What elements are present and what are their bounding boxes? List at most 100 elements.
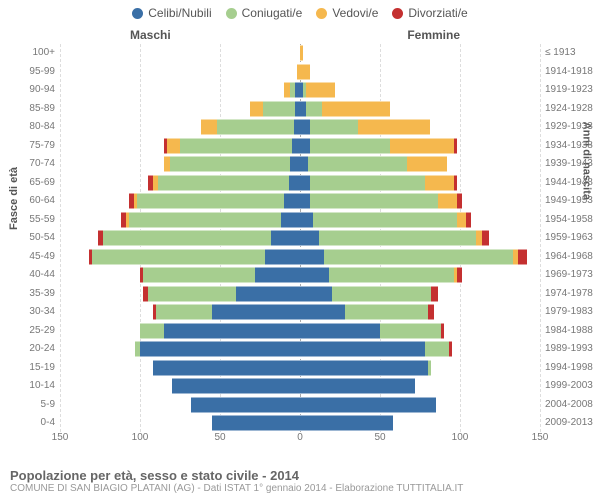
segment — [300, 415, 393, 431]
segment — [457, 267, 462, 283]
segment — [300, 304, 345, 320]
segment — [300, 64, 310, 80]
age-label: 50-54 — [10, 229, 55, 248]
segment — [250, 101, 263, 117]
x-tick-label: 0 — [297, 432, 303, 443]
bar-male — [153, 360, 300, 376]
pyramid-row: 100+≤ 1913 — [60, 44, 540, 63]
bar-female — [300, 304, 434, 320]
bar-female — [300, 230, 489, 246]
birth-year-label: 1924-1928 — [545, 100, 600, 119]
segment — [284, 193, 300, 209]
segment — [518, 249, 528, 265]
segment — [431, 286, 437, 302]
bar-male — [129, 193, 300, 209]
birth-year-label: 1934-1938 — [545, 137, 600, 156]
segment — [263, 101, 295, 117]
segment — [271, 230, 300, 246]
segment — [332, 286, 431, 302]
age-label: 85-89 — [10, 100, 55, 119]
segment — [319, 230, 476, 246]
segment — [345, 304, 428, 320]
birth-year-label: 2009-2013 — [545, 414, 600, 433]
x-tick-label: 150 — [532, 432, 549, 443]
age-label: 80-84 — [10, 118, 55, 137]
segment — [140, 323, 164, 339]
pyramid-row: 30-341979-1983 — [60, 303, 540, 322]
segment — [92, 249, 265, 265]
segment — [300, 397, 436, 413]
segment — [255, 267, 300, 283]
birth-year-label: 1989-1993 — [545, 340, 600, 359]
legend-label: Divorziati/e — [408, 6, 467, 20]
segment — [310, 193, 438, 209]
bar-female — [300, 286, 438, 302]
segment — [438, 193, 457, 209]
segment — [300, 323, 380, 339]
segment — [300, 119, 310, 135]
segment — [454, 138, 457, 154]
pyramid-row: 20-241989-1993 — [60, 340, 540, 359]
segment — [153, 360, 300, 376]
header-male: Maschi — [130, 28, 171, 42]
segment — [281, 212, 300, 228]
segment — [322, 101, 389, 117]
segment — [300, 212, 313, 228]
birth-year-label: 1949-1953 — [545, 192, 600, 211]
pyramid-row: 45-491964-1968 — [60, 248, 540, 267]
bar-male — [135, 341, 300, 357]
segment — [217, 119, 294, 135]
legend-label: Vedovi/e — [332, 6, 378, 20]
bar-male — [89, 249, 300, 265]
segment — [300, 156, 308, 172]
segment — [466, 212, 471, 228]
bar-female — [300, 119, 430, 135]
birth-year-label: 1964-1968 — [545, 248, 600, 267]
segment — [290, 156, 300, 172]
birth-year-label: 1984-1988 — [545, 322, 600, 341]
pyramid-row: 90-941919-1923 — [60, 81, 540, 100]
bar-male — [140, 267, 300, 283]
age-label: 65-69 — [10, 174, 55, 193]
age-label: 15-19 — [10, 359, 55, 378]
bar-female — [300, 341, 452, 357]
bar-female — [300, 249, 527, 265]
age-label: 90-94 — [10, 81, 55, 100]
age-label: 70-74 — [10, 155, 55, 174]
segment — [425, 175, 454, 191]
segment — [300, 341, 425, 357]
segment — [300, 193, 310, 209]
segment — [457, 193, 462, 209]
legend-dot — [132, 8, 143, 19]
age-label: 20-24 — [10, 340, 55, 359]
age-label: 60-64 — [10, 192, 55, 211]
segment — [191, 397, 300, 413]
birth-year-label: 1939-1943 — [545, 155, 600, 174]
segment — [407, 156, 447, 172]
segment — [201, 119, 217, 135]
segment — [380, 323, 441, 339]
legend: Celibi/NubiliConiugati/eVedovi/eDivorzia… — [0, 0, 600, 20]
segment — [313, 212, 457, 228]
birth-year-label: 1944-1948 — [545, 174, 600, 193]
segment — [449, 341, 452, 357]
bar-female — [300, 212, 471, 228]
age-label: 40-44 — [10, 266, 55, 285]
x-tick-label: 100 — [132, 432, 149, 443]
segment — [310, 138, 390, 154]
x-axis: 15010050050100150 — [60, 432, 540, 446]
pyramid-row: 70-741939-1943 — [60, 155, 540, 174]
x-tick-label: 50 — [374, 432, 385, 443]
legend-dot — [226, 8, 237, 19]
bar-female — [300, 82, 335, 98]
legend-label: Coniugati/e — [242, 6, 303, 20]
pyramid-row: 5-92004-2008 — [60, 396, 540, 415]
bar-male — [140, 323, 300, 339]
pyramid-row: 15-191994-1998 — [60, 359, 540, 378]
segment — [300, 267, 329, 283]
segment — [164, 323, 300, 339]
header-female: Femmine — [407, 28, 460, 42]
bar-female — [300, 101, 390, 117]
bar-female — [300, 175, 457, 191]
bar-male — [172, 378, 300, 394]
